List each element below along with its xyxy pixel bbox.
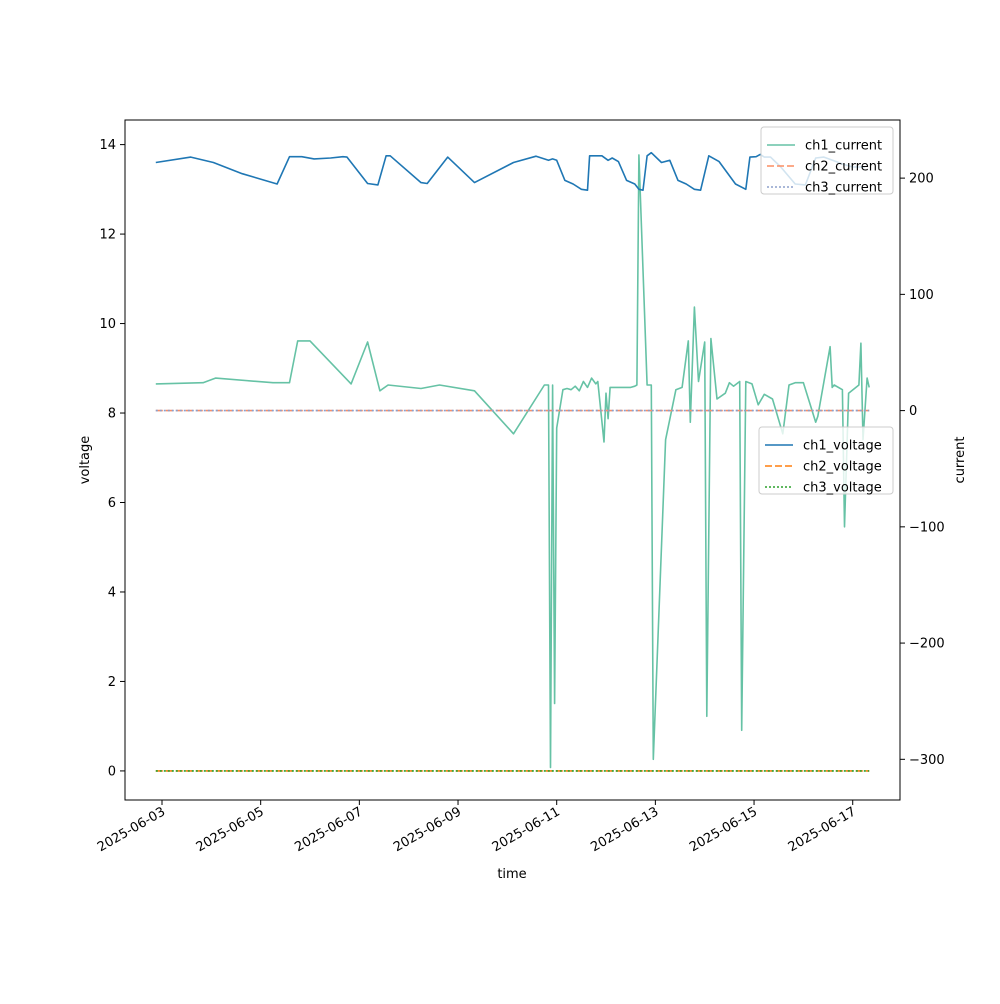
x-tick-label: 2025-06-03 (95, 804, 168, 855)
y-tick-label-left: 14 (99, 138, 116, 153)
axes-layer: 0 2 4 6 8 10 12 14 −300 −200 −100 0 100 200 2025-06-03… (95, 138, 945, 855)
y-tick-label-right: 100 (909, 288, 934, 303)
legend-label: ch1_current (805, 139, 882, 154)
x-tick-label: 2025-06-09 (391, 804, 464, 855)
legend-label: ch2_voltage (803, 460, 882, 475)
series-line-ch1-current (155, 154, 870, 769)
x-tick-label: 2025-06-11 (490, 804, 563, 855)
plot-area-frame (124, 119, 901, 801)
legend-current: ch1_current ch2_current ch3_current (760, 126, 894, 196)
legend-frame (760, 126, 894, 195)
y-tick-label-right: −200 (909, 637, 945, 652)
legend-label: ch1_voltage (803, 439, 882, 454)
legend-frame (758, 426, 894, 495)
y-tick-label-left: 4 (108, 585, 116, 600)
y-tick-label-right: −300 (909, 753, 945, 768)
y-axis-label-left: voltage (78, 436, 93, 485)
y-tick-label-left: 10 (99, 317, 116, 332)
x-tick-label: 2025-06-07 (292, 804, 365, 855)
x-axis-label: time (497, 867, 526, 882)
y-tick-label-left: 12 (99, 228, 116, 243)
y-tick-label-left: 0 (108, 764, 116, 779)
y-tick-label-left: 2 (108, 675, 116, 690)
x-tick-label: 2025-06-15 (687, 804, 760, 855)
x-tick-label: 2025-06-13 (588, 804, 661, 855)
y-tick-label-right: −100 (909, 520, 945, 535)
legend-label: ch3_current (805, 181, 882, 196)
y-axis-label-right: current (953, 437, 968, 484)
x-tick-label: 2025-06-17 (786, 804, 859, 855)
series-line-ch1-voltage (155, 151, 866, 191)
y-tick-label-left: 8 (108, 407, 116, 422)
y-tick-label-left: 6 (108, 496, 116, 511)
y-tick-label-right: 0 (909, 404, 917, 419)
legend-label: ch3_voltage (803, 481, 882, 496)
y-tick-label-right: 200 (909, 172, 934, 187)
legend-voltage: ch1_voltage ch2_voltage ch3_voltage (758, 426, 894, 496)
current-series-layer (155, 154, 870, 769)
x-tick-label: 2025-06-05 (194, 804, 267, 855)
legend-label: ch2_current (805, 160, 882, 175)
